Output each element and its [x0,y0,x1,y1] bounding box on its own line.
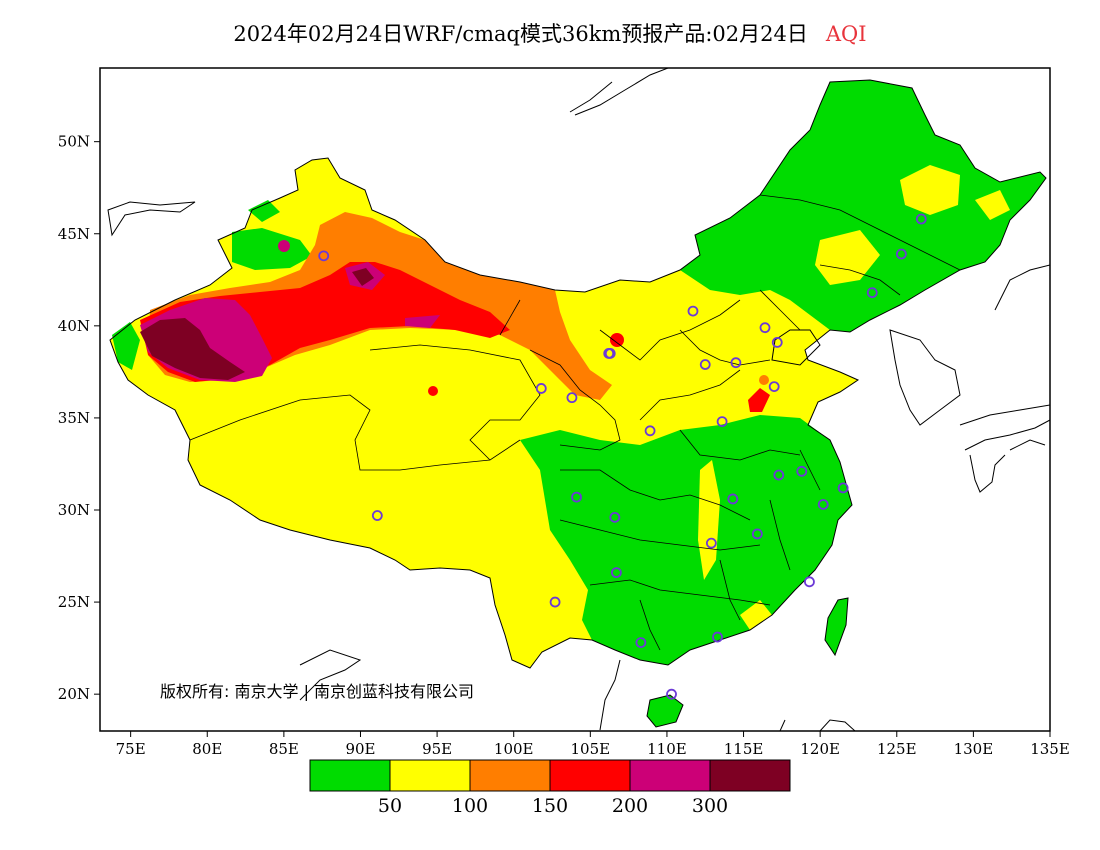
station-marker [535,383,547,394]
axis-ticks: 75E 80E 85E 90E 95E 100E 105E 110E 115E 120E 125E 1… [58,133,1070,758]
region-hazardous-tarim [140,318,245,380]
copyright-credit: 版权所有: 南京大学 | 南京创蓝科技有限公司 [160,682,474,701]
region-good-northwest [232,228,312,270]
lon-tick-label: 110E [647,740,687,758]
lon-tick-label: 100E [494,740,534,758]
region-good-west [112,322,140,370]
region-moderate-ne3 [815,230,880,285]
lon-tick-label: 105E [571,740,611,758]
station-marker [610,567,622,579]
colorbar-label: 200 [612,795,648,817]
station-marker [796,465,808,477]
lon-tick-label: 135E [1030,740,1070,758]
station-marker [804,576,815,588]
title-variable: AQI [825,22,867,46]
map-plot-area: 版权所有: 南京大学 | 南京创蓝科技有限公司 [100,68,1050,731]
station-marker [644,425,656,437]
station-marker [635,637,647,648]
colorbar-swatch [389,759,471,792]
neighbor-coastlines [107,68,1050,731]
lat-tick-label: 50N [58,133,90,151]
region-good-southeast [520,415,852,665]
lon-tick-label: 75E [116,740,146,758]
region-good-northtip [248,200,280,222]
lon-tick-label: 90E [345,740,375,758]
station-marker [371,510,383,521]
station-marker [771,337,783,348]
station-marker [712,631,723,643]
colorbar-swatch [309,759,391,792]
station-marker [571,491,582,503]
region-moderate-ne2 [975,190,1010,220]
station-marker [609,511,621,523]
lon-tick-label: 85E [269,740,299,758]
lon-tick-label: 80E [192,740,222,758]
taiwan-island [824,597,849,657]
hotspot-ningxia [610,333,624,347]
region-moderate-ne1 [900,165,960,215]
colorbar-label: 300 [692,795,728,817]
hotspot-hebei [759,375,769,385]
province-boundaries [189,194,961,651]
station-marker [768,381,780,393]
china-outline [109,79,1047,669]
station-marker [915,213,927,225]
colorbar-label: 50 [378,795,402,817]
station-marker [730,357,742,369]
lat-tick-label: 30N [58,501,90,519]
station-marker [759,322,771,334]
region-very-unhealthy-east [405,315,440,328]
lat-tick-label: 40N [58,317,90,335]
lat-tick-label: 45N [58,225,90,243]
lon-tick-label: 95E [422,740,452,758]
station-marker [895,248,907,260]
station-marker [705,537,717,549]
station-marker [837,482,849,494]
colorbar-swatch [549,759,631,792]
station-marker [666,688,677,700]
title-main: 2024年02月24日WRF/cmaq模式36km预报产品:02月24日 [233,22,808,46]
station-marker [549,596,561,608]
lat-tick-label: 35N [58,409,90,427]
station-marker [716,416,728,428]
lon-tick-label: 130E [954,740,994,758]
region-moderate-s [740,600,772,630]
map-title: 2024年02月24日WRF/cmaq模式36km预报产品:02月24日 AQI [0,18,1100,48]
colorbar-swatch [709,759,791,792]
lat-tick-label: 20N [58,685,90,703]
colorbar-swatch [629,759,711,792]
station-marker [603,348,615,359]
colorbar-label: 100 [452,795,488,817]
aqi-colorbar: 50 100 150 200 300 [309,759,791,817]
map-frame [99,67,1051,732]
lon-tick-label: 125E [877,740,917,758]
hotspot-tibet [428,386,438,396]
colorbar-swatch [469,759,551,792]
hainan-island [646,694,684,728]
station-marker [566,392,578,404]
lon-tick-label: 120E [800,740,840,758]
station-marker [817,499,829,510]
colorbar-label: 150 [532,795,568,817]
region-moderate-sw [698,460,720,580]
hotspot-henan [748,388,770,412]
station-marker [751,528,763,540]
station-marker [727,493,739,505]
lat-tick-label: 25N [58,593,90,611]
station-marker [773,469,785,481]
hotspot-urumqi [278,240,290,252]
station-markers [318,213,927,700]
station-marker [699,359,711,370]
region-hazardous-north [352,268,374,286]
station-marker [687,305,699,317]
station-marker [866,287,878,299]
station-marker [318,250,330,262]
lon-tick-label: 115E [724,740,764,758]
